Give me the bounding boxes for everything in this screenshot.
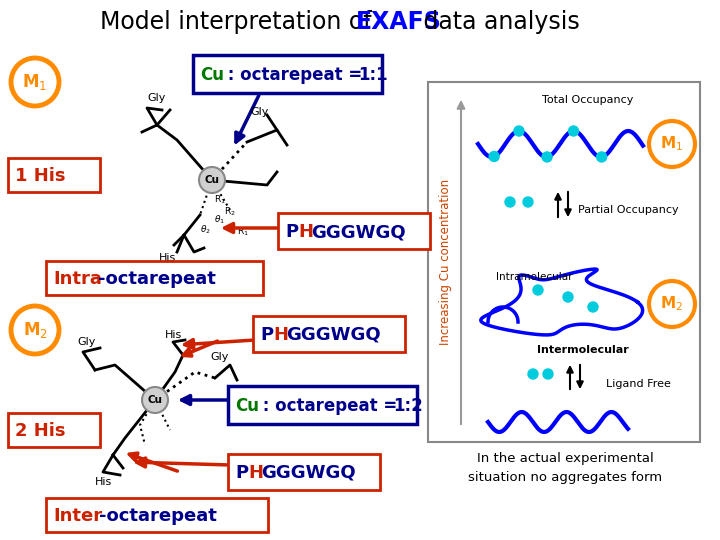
FancyBboxPatch shape <box>8 158 100 192</box>
Text: M$_2$: M$_2$ <box>22 320 48 340</box>
Text: 2 His: 2 His <box>15 422 66 440</box>
Circle shape <box>569 126 579 136</box>
FancyBboxPatch shape <box>46 261 263 295</box>
Text: 1 His: 1 His <box>15 167 66 185</box>
Circle shape <box>11 58 59 106</box>
Text: His: His <box>164 330 181 340</box>
Text: Intramolecular: Intramolecular <box>496 272 572 282</box>
Text: data analysis: data analysis <box>416 10 580 34</box>
Text: 1:1: 1:1 <box>358 66 387 84</box>
Circle shape <box>543 369 553 379</box>
Text: GGGWGQ: GGGWGQ <box>261 464 356 482</box>
Text: M$_1$: M$_1$ <box>22 72 48 92</box>
Text: Model interpretation of: Model interpretation of <box>100 10 379 34</box>
Circle shape <box>142 387 168 413</box>
Text: Intra: Intra <box>53 270 102 288</box>
Circle shape <box>199 167 225 193</box>
Circle shape <box>11 306 59 354</box>
Circle shape <box>489 152 499 161</box>
Text: $\theta_2$: $\theta_2$ <box>200 223 211 235</box>
Text: Cu: Cu <box>204 175 220 185</box>
Text: Intermolecular: Intermolecular <box>537 345 629 355</box>
Text: Gly: Gly <box>148 93 166 103</box>
Text: H: H <box>298 223 313 241</box>
Text: Cu: Cu <box>148 395 163 405</box>
Text: His: His <box>158 253 176 263</box>
Text: $\theta_1$: $\theta_1$ <box>214 213 225 226</box>
Text: : octarepeat =: : octarepeat = <box>222 66 368 84</box>
Text: H: H <box>248 464 263 482</box>
Text: Cu: Cu <box>200 66 224 84</box>
Circle shape <box>533 285 543 295</box>
Text: M$_1$: M$_1$ <box>660 134 683 153</box>
Circle shape <box>649 281 695 327</box>
Circle shape <box>542 152 552 162</box>
Text: H: H <box>273 326 288 344</box>
Text: Gly: Gly <box>211 352 229 362</box>
Text: : octarepeat =: : octarepeat = <box>257 397 403 415</box>
FancyBboxPatch shape <box>228 386 417 424</box>
Text: In the actual experimental
situation no aggregates form: In the actual experimental situation no … <box>468 452 662 484</box>
FancyBboxPatch shape <box>278 213 430 249</box>
Text: Partial Occupancy: Partial Occupancy <box>577 205 678 215</box>
Text: P: P <box>260 326 273 344</box>
Circle shape <box>597 152 607 162</box>
Text: R$_1$: R$_1$ <box>214 193 226 206</box>
Text: -octarepeat: -octarepeat <box>98 270 216 288</box>
Text: 1:2: 1:2 <box>393 397 423 415</box>
Text: P: P <box>235 464 248 482</box>
Text: R$_1$: R$_1$ <box>237 226 249 239</box>
Text: GGGWGQ: GGGWGQ <box>286 326 381 344</box>
Text: -octarepeat: -octarepeat <box>99 507 217 525</box>
Circle shape <box>563 292 573 302</box>
Text: Gly: Gly <box>251 107 269 117</box>
Text: Inter: Inter <box>53 507 102 525</box>
Text: Increasing Cu concentration: Increasing Cu concentration <box>438 179 451 345</box>
Text: Ligand Free: Ligand Free <box>606 379 670 389</box>
FancyBboxPatch shape <box>46 498 268 532</box>
Text: P: P <box>285 223 298 241</box>
FancyBboxPatch shape <box>193 55 382 93</box>
Text: His: His <box>94 477 112 487</box>
Circle shape <box>649 121 695 167</box>
Circle shape <box>505 197 515 207</box>
FancyBboxPatch shape <box>428 82 700 442</box>
Circle shape <box>588 302 598 312</box>
Text: Cu: Cu <box>235 397 259 415</box>
FancyBboxPatch shape <box>8 413 100 447</box>
FancyBboxPatch shape <box>228 454 380 490</box>
FancyBboxPatch shape <box>253 316 405 352</box>
Circle shape <box>528 369 538 379</box>
Text: Gly: Gly <box>78 337 96 347</box>
Circle shape <box>523 197 533 207</box>
Text: GGGWGQ: GGGWGQ <box>311 223 405 241</box>
Circle shape <box>514 126 524 136</box>
Text: Total Occupancy: Total Occupancy <box>542 95 634 105</box>
Text: EXAFS: EXAFS <box>356 10 442 34</box>
Text: R$_2$: R$_2$ <box>224 206 235 219</box>
Text: M$_2$: M$_2$ <box>660 295 683 313</box>
